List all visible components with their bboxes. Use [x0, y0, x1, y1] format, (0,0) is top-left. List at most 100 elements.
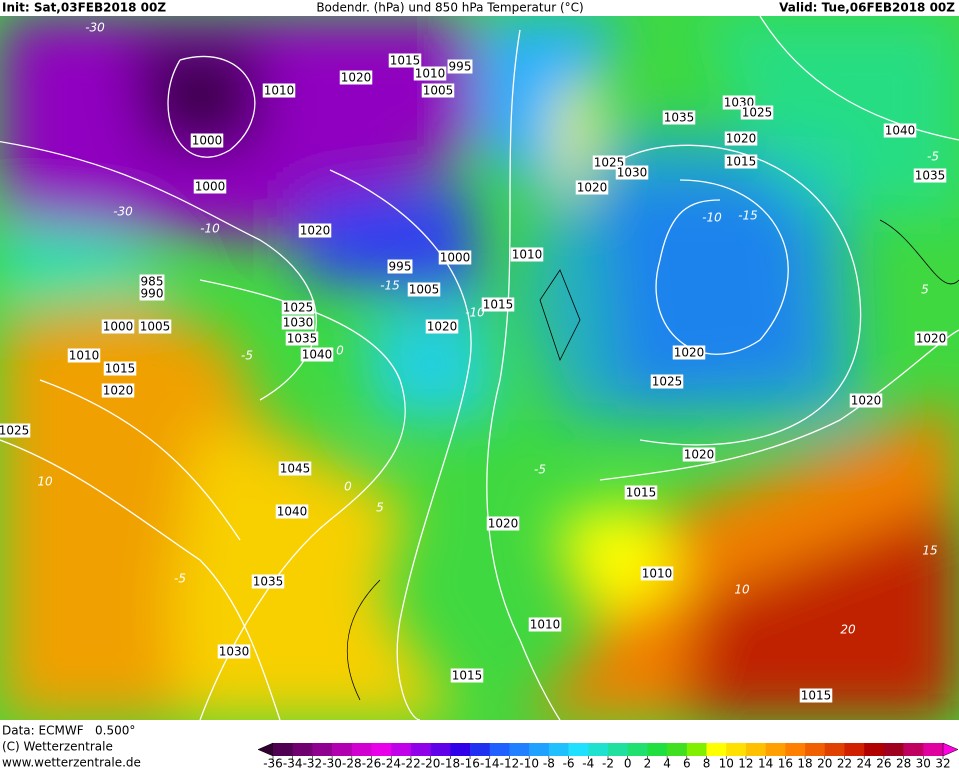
colorbar-segment — [706, 743, 727, 756]
isobar-label-bg — [138, 319, 172, 334]
isobar-label: 1020 — [300, 224, 331, 238]
colorbar-segment — [745, 743, 766, 756]
map-title: Bodendr. (hPa) und 850 hPa Temperatur (°… — [316, 1, 583, 15]
isobar-label: 1020 — [851, 394, 882, 408]
isobar-label: 1040 — [302, 348, 333, 362]
temperature-label: 20 — [840, 623, 856, 637]
isobar-label: 1015 — [801, 689, 832, 703]
isobar-label-bg — [450, 668, 484, 683]
isobar-label-bg — [388, 53, 422, 68]
isobar-label-bg — [298, 223, 332, 238]
isobar-label: 1035 — [664, 111, 695, 125]
colorbar-segment — [548, 743, 569, 756]
isobar-label-bg — [413, 66, 447, 81]
colorbar-tick-label: -32 — [303, 757, 323, 770]
isobar-label: 1000 — [103, 320, 134, 334]
isobar-label: 1010 — [512, 248, 543, 262]
colorbar-segment — [588, 743, 609, 756]
isobar-label-bg — [528, 617, 562, 632]
colorbar-tick-label: -24 — [381, 757, 401, 770]
colorbar-segment — [765, 743, 786, 756]
isobar-label: 1020 — [684, 448, 715, 462]
isobar-label: 985 — [141, 275, 164, 289]
temperature-label: 10 — [734, 583, 750, 597]
colorbar-segment — [923, 743, 944, 756]
isobar-label: 1015 — [726, 155, 757, 169]
temperature-label: -10 — [465, 306, 485, 320]
temperature-label: -10 — [200, 222, 220, 236]
isobar-label: 1035 — [253, 575, 284, 589]
isobar-label-bg — [281, 300, 315, 315]
isobar-label-bg — [407, 282, 441, 297]
colorbar-segment — [608, 743, 629, 756]
isobar-label: 1015 — [390, 54, 421, 68]
colorbar-tick-label: -26 — [362, 757, 382, 770]
colorbar-tick-label: 16 — [778, 757, 793, 770]
colorbar-tick-label: -20 — [421, 757, 441, 770]
colorbar-tick-label: 20 — [817, 757, 832, 770]
isobar-label-bg — [624, 485, 658, 500]
isobar-label: 1030 — [283, 316, 314, 330]
website: www.wetterzentrale.de — [2, 756, 141, 770]
isobar-label: 1025 — [0, 424, 29, 438]
colorbar-tick-label: -30 — [322, 757, 342, 770]
colorbar-segment — [785, 743, 806, 756]
colorbar-segment — [627, 743, 648, 756]
isobar-label-bg — [849, 393, 883, 408]
temperature-label: -30 — [113, 205, 133, 219]
isobar-label: 1010 — [642, 567, 673, 581]
isobar-label: 1040 — [277, 505, 308, 519]
isobar-label: 1020 — [916, 332, 947, 346]
isobar-label-bg — [913, 168, 947, 183]
isobar-label: 1000 — [440, 251, 471, 265]
isobar-label-bg — [190, 133, 224, 148]
temperature-label: 15 — [922, 544, 937, 558]
colorbar-tick-label: 10 — [719, 757, 734, 770]
colorbar-segment — [824, 743, 845, 756]
colorbar-segment — [864, 743, 885, 756]
isobar-label: 1045 — [280, 462, 311, 476]
isobar-label-bg — [640, 566, 674, 581]
colorbar-segment — [647, 743, 668, 756]
init-time: Init: Sat,03FEB2018 00Z — [2, 1, 166, 15]
colorbar-tick-label: 2 — [644, 757, 652, 770]
isobar-label-bg — [278, 461, 312, 476]
isobar-label: 995 — [449, 60, 472, 74]
isobar-label: 1010 — [69, 349, 100, 363]
colorbar-tick-label: 22 — [837, 757, 852, 770]
temperature-label: 5 — [921, 283, 929, 297]
isobar-label-bg — [740, 105, 774, 120]
map-field — [0, 15, 959, 721]
isobar-label: 1020 — [674, 346, 705, 360]
isobar-label: 1030 — [219, 645, 250, 659]
isobar-label-bg — [682, 447, 716, 462]
colorbar: -36 -34 -32 -30 -28 -26 -24 -22 -20 -18 -16 -14 -12-… — [257, 742, 959, 770]
colorbar-tick-label: -36 — [263, 757, 283, 770]
isobar-label-bg — [650, 374, 684, 389]
isobar-label-bg — [481, 297, 515, 312]
isobar-label: 1020 — [726, 132, 757, 146]
isobar-label-bg — [672, 345, 706, 360]
colorbar-segment — [805, 743, 826, 756]
isobar-label: 995 — [389, 260, 412, 274]
colorbar-tick-label: 30 — [916, 757, 931, 770]
isobar-label-bg — [217, 644, 251, 659]
colorbar-tick-label: -16 — [460, 757, 480, 770]
colorbar-tick-label: 24 — [857, 757, 872, 770]
isobar-label: 1020 — [341, 71, 372, 85]
isobar-label-bg — [139, 286, 165, 301]
temperature-label: -5 — [534, 463, 546, 477]
colorbar-tick-label: 6 — [683, 757, 691, 770]
colorbar-segment — [312, 743, 333, 756]
isobar-label-bg — [285, 331, 319, 346]
temperature-label: 10 — [37, 475, 53, 489]
isobar-label: 1005 — [409, 283, 440, 297]
colorbar-tick-label: 0 — [624, 757, 632, 770]
temperature-label: -5 — [927, 150, 939, 164]
isobar-label: 1000 — [192, 134, 223, 148]
temperature-label: -15 — [738, 209, 758, 223]
colorbar-tick-label: -6 — [563, 757, 575, 770]
colorbar-segment — [470, 743, 491, 756]
isobar-label: 1020 — [427, 320, 458, 334]
colorbar-tick-label: -12 — [500, 757, 520, 770]
